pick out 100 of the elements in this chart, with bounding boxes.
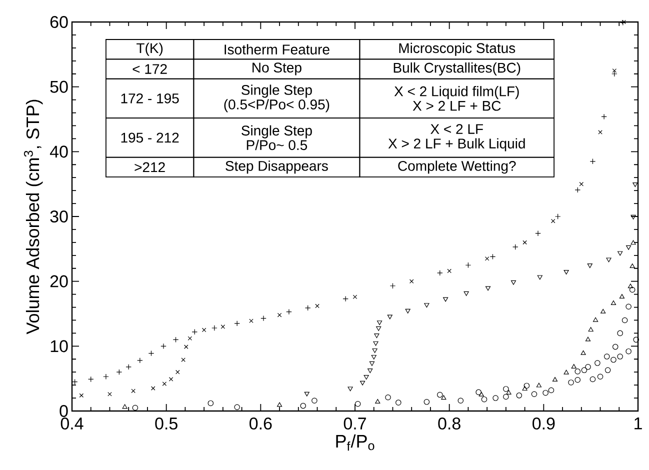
- point: [315, 304, 320, 308]
- point: [617, 354, 623, 360]
- x-tick-label: 0.9: [532, 418, 555, 430]
- point: [617, 330, 623, 336]
- point: [535, 230, 541, 236]
- annotation: >212: [134, 162, 165, 172]
- y-tick-label: 40: [50, 146, 68, 158]
- x-tick-label: 0.5: [155, 418, 178, 430]
- point: [579, 182, 584, 186]
- annotation: Microscopic Status: [399, 42, 516, 56]
- x-tick-label: 0.8: [438, 418, 460, 430]
- point: [512, 244, 518, 250]
- point: [574, 376, 581, 383]
- point: [629, 286, 636, 293]
- point: [458, 398, 464, 404]
- point: [122, 404, 128, 409]
- point: [485, 286, 491, 291]
- annotation: Step Disappears: [226, 160, 328, 174]
- point: [249, 318, 254, 324]
- point: [300, 402, 306, 409]
- x-tick-label: 0.7: [344, 418, 366, 430]
- point: [604, 354, 610, 360]
- point: [548, 387, 554, 394]
- point: [524, 382, 530, 389]
- y-tick-label: 50: [50, 80, 68, 93]
- point: [612, 344, 618, 350]
- point: [552, 376, 558, 382]
- point: [181, 358, 186, 362]
- annotation: < 172: [132, 64, 167, 74]
- point: [626, 245, 632, 250]
- y-tick-label: 20: [50, 275, 68, 288]
- point: [360, 380, 366, 386]
- annotation: Isotherm Feature: [224, 44, 330, 54]
- x-tick-label: 1: [634, 418, 642, 430]
- annotation: X < 2 Liquid film(LF): [394, 86, 519, 100]
- point: [424, 303, 430, 308]
- point: [622, 317, 628, 324]
- point: [593, 317, 598, 322]
- point: [132, 404, 138, 411]
- point: [568, 380, 574, 386]
- point: [172, 336, 179, 343]
- point: [478, 392, 484, 396]
- point: [630, 264, 635, 268]
- point: [447, 268, 452, 274]
- point: [372, 348, 378, 353]
- point: [574, 368, 581, 374]
- point: [277, 312, 282, 318]
- point: [184, 344, 188, 349]
- point: [376, 320, 382, 326]
- point: [626, 304, 632, 310]
- point: [385, 394, 391, 400]
- point: [554, 214, 561, 220]
- annotation: P/Po~ 0.5: [246, 140, 308, 150]
- point: [348, 386, 353, 392]
- point: [587, 264, 592, 268]
- point: [516, 392, 522, 398]
- point: [79, 393, 84, 398]
- point: [405, 308, 410, 314]
- point: [352, 294, 358, 300]
- point: [598, 130, 602, 134]
- point: [632, 182, 638, 187]
- point: [630, 214, 636, 220]
- point: [630, 240, 636, 245]
- point: [522, 386, 528, 391]
- point: [176, 370, 180, 374]
- point: [522, 240, 527, 245]
- point: [492, 395, 498, 401]
- point: [464, 291, 469, 296]
- point: [610, 356, 616, 363]
- point: [564, 370, 569, 374]
- point: [373, 341, 378, 346]
- point: [588, 327, 594, 332]
- point: [600, 308, 606, 314]
- annotation: No Step: [252, 62, 302, 76]
- x-tick-label: 0.4: [60, 418, 84, 430]
- point: [537, 275, 542, 280]
- point: [590, 158, 596, 164]
- point: [371, 354, 376, 360]
- point: [476, 389, 482, 396]
- point: [437, 392, 443, 398]
- point: [490, 254, 496, 260]
- point: [212, 325, 218, 331]
- point: [531, 391, 538, 398]
- point: [604, 367, 611, 374]
- x-tick-label: 0.6: [250, 418, 272, 430]
- y-tick-label: 10: [50, 340, 68, 352]
- point: [585, 336, 591, 342]
- annotation: Complete Wetting?: [398, 160, 516, 174]
- point: [484, 256, 490, 261]
- y-tick-label: 30: [50, 210, 68, 223]
- point: [160, 343, 166, 350]
- point: [424, 399, 430, 405]
- point: [580, 350, 586, 355]
- point: [208, 400, 214, 406]
- annotation: X > 2 LF + BC: [412, 100, 501, 111]
- point: [542, 390, 548, 396]
- point: [585, 364, 591, 370]
- point: [108, 392, 112, 396]
- point: [375, 399, 380, 404]
- annotation: 172 - 195: [121, 93, 179, 104]
